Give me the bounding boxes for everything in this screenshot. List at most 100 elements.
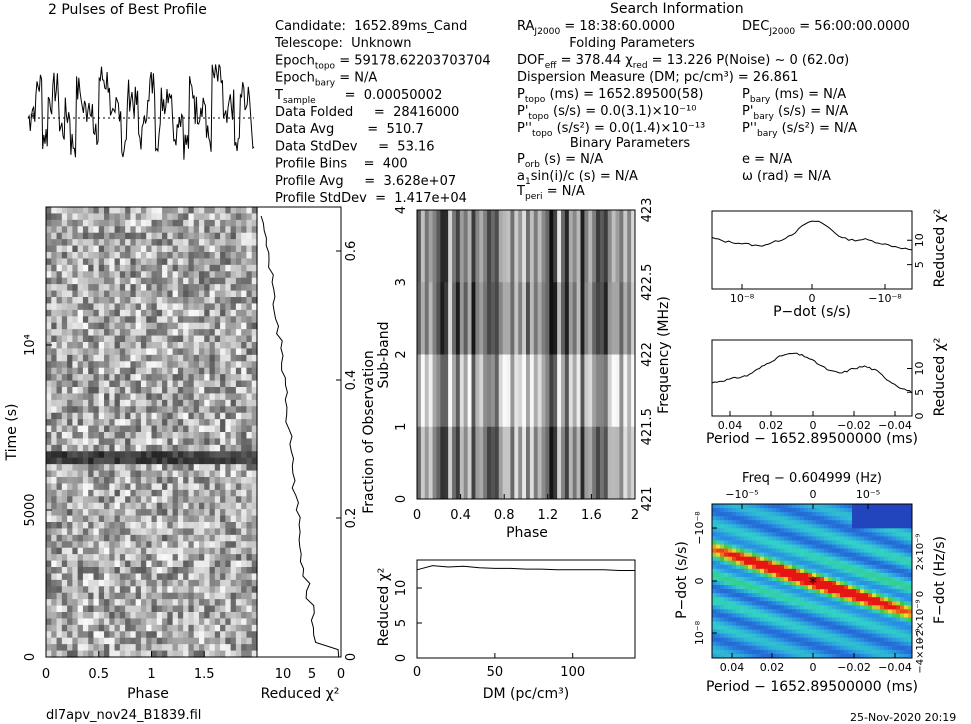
period-pdot-cell <box>744 593 749 598</box>
period-pdot-cell <box>828 637 833 643</box>
period-pdot-cell <box>836 512 841 517</box>
time-phase-cell <box>82 226 89 234</box>
time-phase-cell <box>156 534 163 542</box>
time-phase-cell <box>193 579 200 587</box>
time-phase-cell <box>209 374 216 382</box>
period-pdot-cell <box>804 617 809 623</box>
time-phase-cell <box>235 207 242 215</box>
period-pdot-cell <box>880 552 885 558</box>
time-phase-cell <box>104 573 110 581</box>
time-phase-cell <box>235 303 242 311</box>
time-phase-cell <box>241 522 248 530</box>
period-pdot-cell <box>792 629 797 635</box>
time-phase-cell <box>77 631 84 639</box>
period-pdot-cell <box>796 576 801 582</box>
time-phase-cell <box>104 522 110 530</box>
time-phase-cell <box>241 361 248 369</box>
time-phase-cell <box>67 560 73 568</box>
period-pdot-cell <box>872 637 877 643</box>
period-pdot-cell <box>716 508 721 513</box>
period-pdot-cell <box>852 633 857 639</box>
period-pdot-cell <box>784 544 789 550</box>
period-pdot-cell <box>832 572 837 578</box>
period-pdot-cell <box>768 609 773 614</box>
period-pdot-cell <box>768 593 773 598</box>
period-pdot-cell <box>812 633 817 639</box>
time-phase-cell <box>177 329 184 337</box>
time-phase-cell <box>198 438 205 446</box>
time-phase-cell <box>46 232 52 240</box>
period-pdot-cell <box>848 524 853 529</box>
period-pdot-cell <box>824 548 829 554</box>
period-pdot-cell <box>792 576 797 582</box>
time-phase-cell <box>188 547 195 555</box>
time-phase-cell <box>104 387 110 395</box>
time-phase-cell <box>88 264 95 272</box>
time-phase-cell <box>220 618 226 626</box>
time-phase-cell <box>56 489 63 497</box>
subband-cell <box>440 210 445 283</box>
period-pdot-cell <box>784 536 789 541</box>
period-pdot-cell <box>880 625 885 631</box>
time-phase-cell <box>235 496 242 504</box>
period-pdot-cell <box>836 629 841 635</box>
time-phase-cell <box>98 637 105 645</box>
time-phase-cell <box>88 393 95 401</box>
period-pdot-cell <box>848 581 853 586</box>
time-phase-cell <box>225 387 232 395</box>
period-pdot-cell <box>732 556 737 562</box>
period-pdot-cell <box>888 645 893 651</box>
period-pdot-cell <box>840 572 845 578</box>
time-phase-cell <box>51 374 58 382</box>
time-phase-cell <box>156 322 163 330</box>
subband-cell <box>428 282 434 355</box>
time-phase-cell <box>77 406 84 414</box>
period-pdot-cell <box>864 593 869 598</box>
time-phase-cell <box>235 502 242 510</box>
period-pdot-cell <box>820 552 825 558</box>
time-phase-cell <box>188 502 195 510</box>
time-phase-cell <box>220 425 226 433</box>
period-pdot-cell <box>896 609 901 614</box>
period-pdot-cell <box>828 540 833 546</box>
subband-cell <box>455 210 461 283</box>
period-pdot-cell <box>752 556 757 562</box>
time-phase-cell <box>88 290 95 298</box>
period-pdot-cell <box>792 637 797 643</box>
time-phase-cell <box>156 637 163 645</box>
period-pdot-cell <box>816 617 821 623</box>
time-phase-cell <box>146 644 153 652</box>
period-pdot-cell <box>784 504 789 509</box>
time-phase-cell <box>235 284 242 292</box>
period-pdot-cell <box>732 625 737 631</box>
subband-cell <box>599 282 605 355</box>
period-pdot-cell <box>832 613 837 618</box>
time-phase-cell <box>125 534 132 542</box>
time-phase-cell <box>109 477 116 485</box>
time-phase-cell <box>214 239 221 247</box>
time-phase-cell <box>46 354 52 362</box>
time-phase-cell <box>167 605 174 613</box>
time-phase-cell <box>61 483 68 491</box>
time-phase-cell <box>77 637 84 645</box>
time-phase-cell <box>167 316 174 324</box>
subband-cell <box>584 426 589 500</box>
period-pdot-cell <box>848 572 853 578</box>
time-phase-cell <box>77 374 84 382</box>
subband-cell <box>514 210 519 283</box>
time-phase-cell <box>214 232 221 240</box>
time-phase-cell <box>204 232 211 240</box>
time-phase-cell <box>162 207 168 215</box>
period-pdot-cell <box>712 516 717 521</box>
period-pdot-cell <box>744 540 749 546</box>
time-phase-cell <box>167 277 174 285</box>
time-phase-cell <box>220 412 226 420</box>
period-pdot-cell <box>840 544 845 550</box>
time-phase-cell <box>151 252 158 260</box>
time-phase-cell <box>188 528 195 536</box>
time-phase-cell <box>72 232 79 240</box>
period-pdot-cell <box>904 524 909 529</box>
period-pdot-cell <box>720 524 725 529</box>
period-pdot-cell <box>848 560 853 566</box>
period-pdot-cell <box>828 548 833 554</box>
